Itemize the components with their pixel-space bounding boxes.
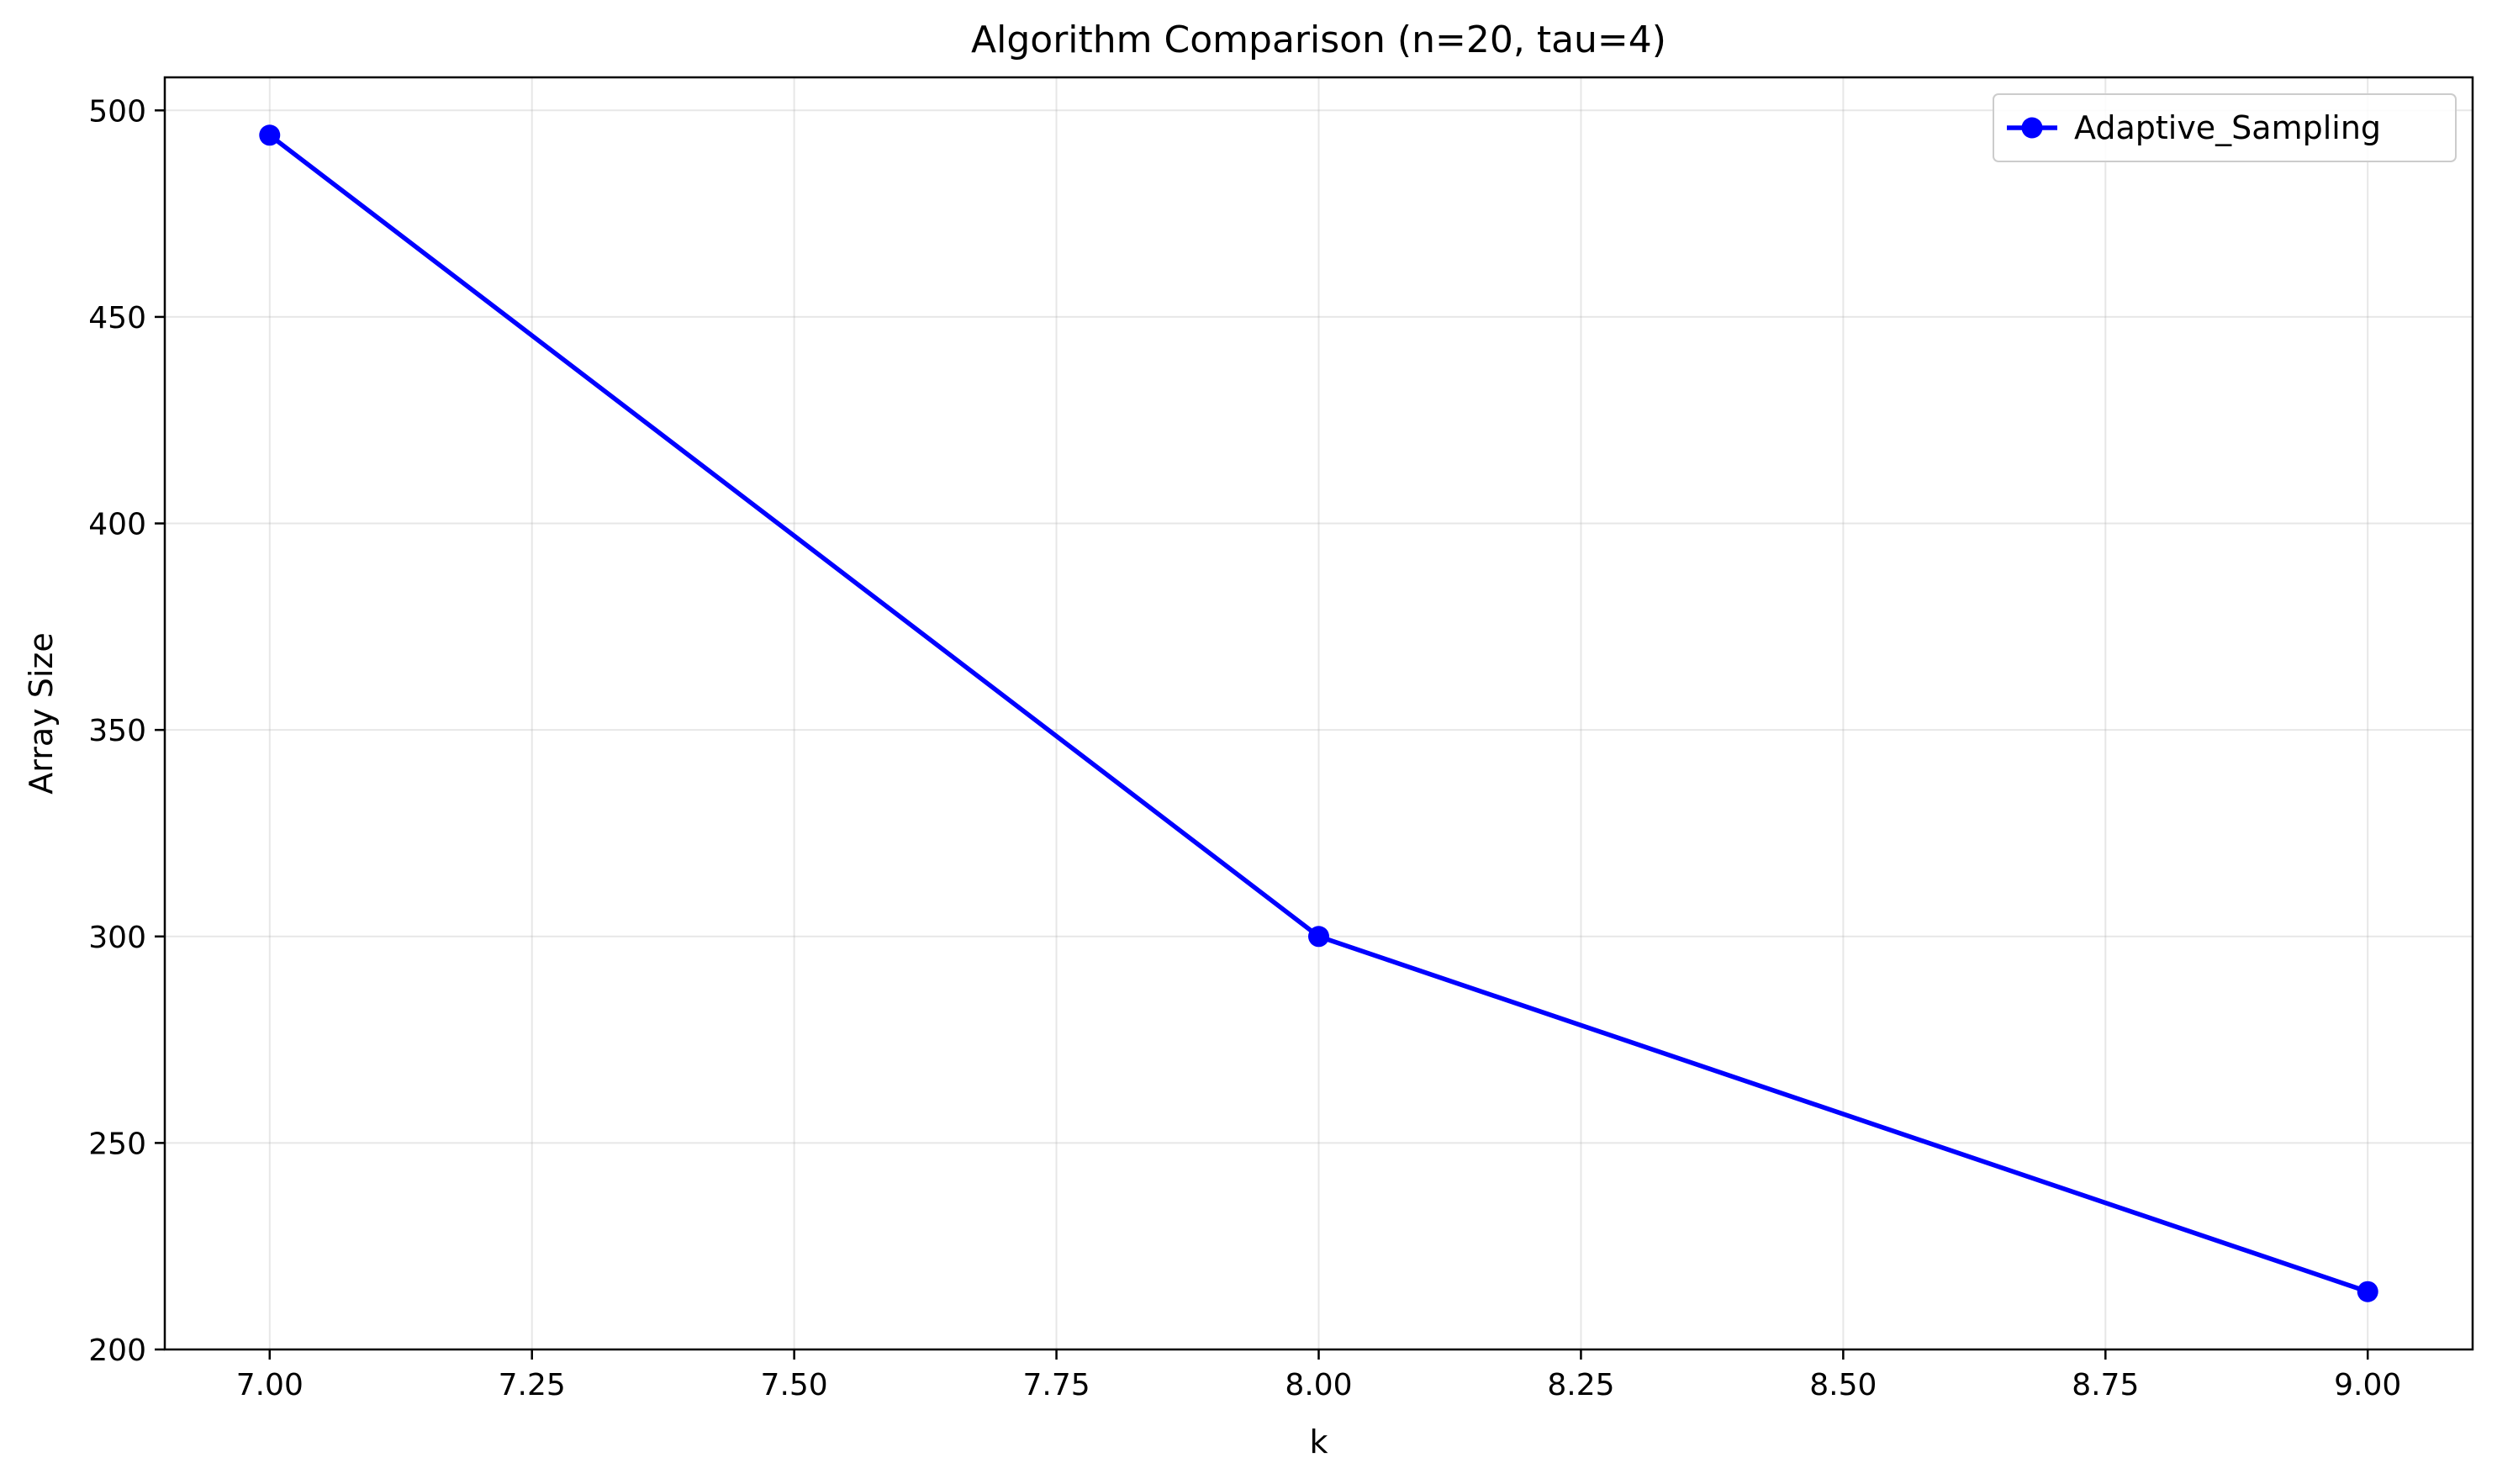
data-point [259, 124, 281, 146]
y-tick-label: 400 [88, 508, 146, 542]
x-tick-label: 9.00 [2334, 1368, 2401, 1402]
legend: Adaptive_Sampling [1993, 93, 2457, 162]
x-axis-label: k [1309, 1423, 1328, 1460]
data-point [2357, 1281, 2378, 1302]
x-tick-label: 8.00 [1285, 1368, 1352, 1402]
series-layer [259, 124, 2378, 1302]
data-point [1308, 926, 1329, 948]
y-tick-label: 250 [88, 1127, 146, 1161]
y-tick-label: 200 [88, 1333, 146, 1368]
x-tick-label: 8.75 [2072, 1368, 2139, 1402]
series-adaptive-sampling [259, 124, 2378, 1302]
y-axis-label: Array Size [23, 632, 60, 794]
legend-label: Adaptive_Sampling [2074, 109, 2381, 146]
y-tick-label: 300 [88, 921, 146, 955]
chart-title: Algorithm Comparison (n=20, tau=4) [971, 18, 1666, 61]
x-tick-label: 7.25 [499, 1368, 566, 1402]
x-tick-label: 8.25 [1547, 1368, 1614, 1402]
x-tick-label: 8.50 [1809, 1368, 1877, 1402]
x-tick-label: 7.00 [236, 1368, 304, 1402]
x-tick-label: 7.50 [761, 1368, 828, 1402]
y-tick-label: 350 [88, 714, 146, 748]
legend-marker [2021, 117, 2043, 139]
y-tick-label: 500 [88, 94, 146, 129]
legend-box [1993, 93, 2457, 162]
y-tick-label: 450 [88, 301, 146, 335]
x-tick-label: 7.75 [1022, 1368, 1090, 1402]
axis-ticks: 7.00 7.25 7.50 7.75 8.00 8.25 8.50 8.75 9.00 200 2… [88, 94, 2401, 1402]
